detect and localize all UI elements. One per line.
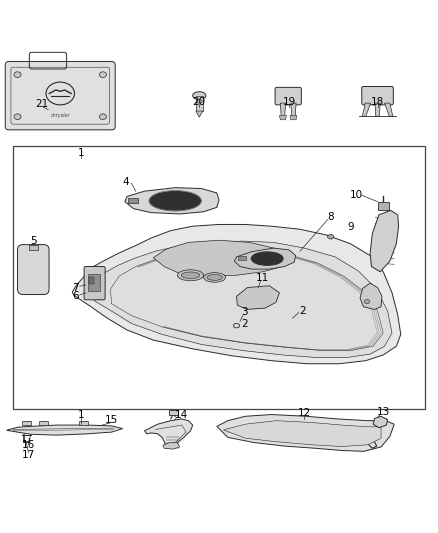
Text: 9: 9 bbox=[347, 222, 354, 232]
Polygon shape bbox=[145, 419, 193, 448]
Ellipse shape bbox=[328, 235, 334, 239]
Polygon shape bbox=[163, 442, 180, 449]
Ellipse shape bbox=[207, 274, 222, 280]
Bar bbox=[88, 274, 100, 291]
Ellipse shape bbox=[193, 92, 206, 100]
Ellipse shape bbox=[14, 72, 21, 77]
Polygon shape bbox=[125, 188, 219, 214]
Bar bbox=[238, 255, 246, 260]
Ellipse shape bbox=[99, 72, 106, 77]
Polygon shape bbox=[223, 421, 381, 447]
Bar bbox=[378, 201, 389, 209]
Text: 19: 19 bbox=[283, 97, 296, 107]
Text: 8: 8 bbox=[327, 213, 334, 222]
Text: 7: 7 bbox=[72, 282, 79, 293]
Polygon shape bbox=[360, 283, 382, 310]
Polygon shape bbox=[385, 103, 393, 116]
Polygon shape bbox=[94, 241, 392, 358]
Ellipse shape bbox=[177, 270, 204, 281]
FancyBboxPatch shape bbox=[18, 245, 49, 295]
Polygon shape bbox=[279, 115, 286, 120]
Text: 10: 10 bbox=[350, 190, 363, 200]
Ellipse shape bbox=[14, 114, 21, 119]
Polygon shape bbox=[153, 240, 287, 276]
Text: 2: 2 bbox=[299, 306, 306, 316]
Polygon shape bbox=[291, 103, 296, 116]
Text: 11: 11 bbox=[256, 273, 269, 284]
Polygon shape bbox=[237, 286, 279, 310]
Text: 16: 16 bbox=[22, 440, 35, 450]
Bar bbox=[196, 96, 203, 111]
Text: 6: 6 bbox=[72, 291, 79, 301]
Text: 4: 4 bbox=[123, 177, 130, 187]
Ellipse shape bbox=[150, 191, 201, 210]
Text: 18: 18 bbox=[371, 97, 384, 107]
Polygon shape bbox=[72, 224, 401, 364]
Polygon shape bbox=[196, 111, 203, 117]
Text: 20: 20 bbox=[193, 97, 206, 107]
Text: 15: 15 bbox=[105, 415, 118, 425]
Ellipse shape bbox=[99, 114, 106, 119]
Text: 14: 14 bbox=[175, 409, 188, 419]
Bar bbox=[29, 245, 38, 250]
FancyBboxPatch shape bbox=[275, 87, 301, 105]
Polygon shape bbox=[7, 425, 123, 435]
Ellipse shape bbox=[364, 300, 370, 304]
Polygon shape bbox=[362, 103, 371, 116]
Polygon shape bbox=[280, 103, 286, 116]
Ellipse shape bbox=[196, 100, 202, 103]
Polygon shape bbox=[217, 415, 394, 451]
Bar bbox=[13, 146, 425, 409]
Bar bbox=[89, 277, 94, 284]
FancyBboxPatch shape bbox=[362, 86, 393, 105]
Polygon shape bbox=[234, 248, 296, 269]
FancyBboxPatch shape bbox=[84, 266, 105, 300]
Bar bbox=[22, 421, 31, 425]
Text: 5: 5 bbox=[30, 236, 37, 246]
Bar bbox=[128, 198, 138, 204]
Text: 17: 17 bbox=[22, 450, 35, 460]
Text: 2: 2 bbox=[241, 319, 248, 329]
Text: 13: 13 bbox=[377, 407, 390, 417]
Ellipse shape bbox=[251, 252, 283, 265]
Text: 21: 21 bbox=[35, 99, 48, 109]
Bar bbox=[169, 410, 178, 415]
Text: 1: 1 bbox=[78, 409, 85, 419]
Text: 12: 12 bbox=[298, 408, 311, 418]
Ellipse shape bbox=[204, 273, 226, 282]
Polygon shape bbox=[375, 103, 380, 116]
Bar bbox=[79, 421, 88, 425]
Polygon shape bbox=[290, 115, 297, 120]
Bar bbox=[39, 421, 48, 425]
Text: chrysler: chrysler bbox=[50, 112, 70, 118]
Text: 3: 3 bbox=[241, 308, 248, 318]
Text: 1: 1 bbox=[78, 148, 85, 158]
Ellipse shape bbox=[181, 272, 200, 279]
Polygon shape bbox=[370, 211, 399, 272]
Polygon shape bbox=[373, 416, 388, 427]
FancyBboxPatch shape bbox=[5, 61, 115, 130]
